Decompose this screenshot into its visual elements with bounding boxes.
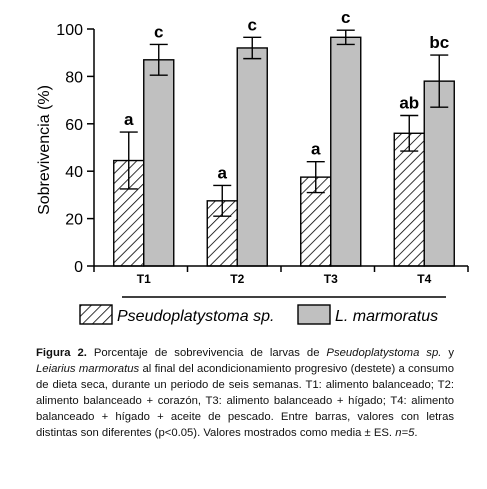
legend-swatch	[297, 304, 331, 325]
legend-item-1: Pseudoplatystoma sp.	[79, 304, 274, 325]
bars: a c a c a c ab bc	[113, 8, 455, 267]
bar-chart: 0 20 40 60 80 100 a c a c a c ab bc T1 T2 T3 T4 Sobrevi…	[36, 8, 469, 325]
significance-letter: ab	[399, 94, 419, 113]
y-tick-label: 100	[56, 22, 83, 39]
y-tick-label: 40	[65, 164, 83, 181]
y-tick-label: 20	[65, 212, 83, 229]
y-axis: 0 20 40 60 80 100	[56, 22, 95, 276]
y-tick-label: 80	[65, 69, 83, 86]
caption-text: y	[441, 347, 454, 359]
legend-label: Pseudoplatystoma sp.	[117, 308, 274, 325]
bar-marmoratus-t3	[330, 36, 362, 267]
significance-letter: a	[311, 140, 321, 159]
significance-letter: a	[124, 110, 134, 129]
caption-text: Porcentaje de sobrevivencia de larvas de	[86, 347, 327, 359]
caption-label: Figura 2.	[36, 347, 87, 359]
caption-text: .	[414, 427, 418, 439]
caption-text: al final del acondicionamiento progresiv…	[36, 363, 454, 439]
x-axis: T1 T2 T3 T4	[93, 265, 469, 298]
bar-marmoratus-t4	[423, 80, 455, 267]
y-axis-label: Sobrevivencia (%)	[36, 85, 53, 215]
x-tick-label-t4: T4	[417, 272, 431, 286]
caption-species-1: Pseudoplatystoma sp.	[326, 347, 442, 359]
x-tick-label-t2: T2	[230, 272, 244, 286]
legend: Pseudoplatystoma sp. L. marmoratus	[79, 304, 438, 325]
caption-species-2: Leiarius marmoratus	[36, 363, 140, 375]
x-tick-label-t1: T1	[137, 272, 151, 286]
y-tick-label: 0	[74, 259, 83, 276]
legend-swatch	[79, 304, 113, 325]
significance-letter: c	[248, 15, 257, 34]
bar-marmoratus-t1	[143, 59, 175, 267]
legend-item-2: L. marmoratus	[297, 304, 438, 325]
y-tick-label: 60	[65, 117, 83, 134]
significance-letter: bc	[429, 33, 449, 52]
bar-pseudoplatystoma-t4	[393, 132, 425, 267]
significance-letter: c	[154, 22, 163, 41]
legend-label: L. marmoratus	[335, 308, 438, 325]
figure-caption: Figura 2. Porcentaje de sobrevivencia de…	[36, 345, 454, 441]
significance-letter: c	[341, 8, 350, 27]
caption-sample-size: n=5	[395, 427, 415, 439]
bar-marmoratus-t2	[236, 47, 268, 267]
significance-letter: a	[218, 163, 228, 182]
x-tick-label-t3: T3	[324, 272, 338, 286]
